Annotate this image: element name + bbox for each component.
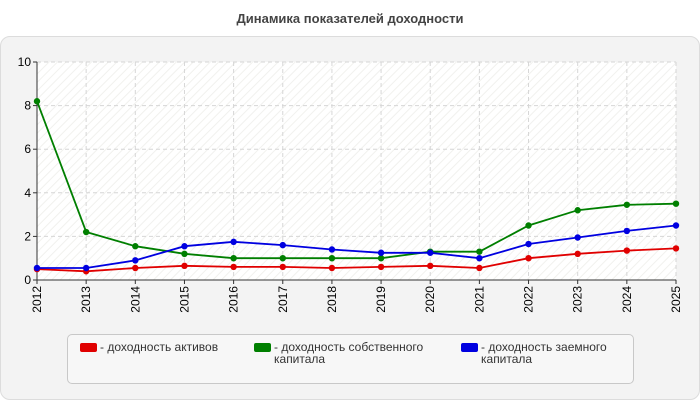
legend-item-debt: - доходность заемного капитала bbox=[461, 341, 629, 365]
data-point bbox=[279, 255, 286, 262]
series-3 bbox=[33, 222, 680, 272]
data-point bbox=[132, 257, 139, 264]
data-point bbox=[672, 222, 680, 229]
data-point bbox=[427, 262, 434, 270]
x-tick-label: 2014 bbox=[128, 286, 142, 313]
data-point bbox=[33, 264, 41, 272]
data-point bbox=[623, 227, 631, 235]
y-tick-label: 10 bbox=[18, 55, 32, 69]
data-point bbox=[328, 246, 336, 253]
data-point bbox=[82, 228, 90, 236]
data-point bbox=[230, 255, 237, 262]
legend-label-debt: - доходность заемного капитала bbox=[481, 340, 607, 366]
x-tick-label: 2022 bbox=[522, 286, 536, 313]
chart-legend: - доходность активов - доходность собств… bbox=[67, 334, 634, 384]
x-tick-label: 2015 bbox=[177, 286, 191, 313]
legend-label-equity: - доходность собственного капитала bbox=[274, 340, 424, 366]
data-point bbox=[33, 98, 41, 105]
legend-swatch-debt bbox=[461, 343, 478, 352]
x-tick-label: 2018 bbox=[325, 286, 339, 313]
data-point bbox=[230, 263, 237, 271]
x-tick-label: 2019 bbox=[374, 286, 388, 313]
legend-item-assets: - доходность активов bbox=[80, 341, 250, 353]
data-point bbox=[476, 264, 483, 272]
data-point bbox=[574, 250, 581, 258]
series-1 bbox=[33, 245, 680, 275]
data-point bbox=[82, 264, 90, 272]
x-tick-label: 2025 bbox=[669, 286, 683, 313]
data-point bbox=[279, 263, 286, 271]
y-tick-label: 2 bbox=[24, 229, 31, 243]
legend-swatch-equity bbox=[254, 343, 271, 352]
legend-label-assets: - доходность активов bbox=[100, 340, 219, 354]
x-tick-label: 2024 bbox=[620, 286, 634, 313]
data-point bbox=[476, 255, 483, 262]
legend-swatch-assets bbox=[80, 343, 97, 352]
chart-title: Динамика показателей доходности bbox=[236, 11, 464, 26]
legend-item-equity: - доходность собственного капитала bbox=[254, 341, 444, 365]
x-tick-label: 2017 bbox=[276, 286, 290, 313]
series-line bbox=[36, 100, 677, 260]
data-point bbox=[672, 245, 680, 252]
y-tick-label: 6 bbox=[24, 142, 31, 156]
data-point bbox=[377, 255, 385, 262]
data-point bbox=[328, 255, 336, 262]
x-tick-label: 2016 bbox=[227, 286, 241, 313]
data-point bbox=[181, 243, 188, 250]
data-point bbox=[279, 241, 286, 249]
y-tick-label: 4 bbox=[24, 186, 31, 200]
x-tick-label: 2013 bbox=[79, 286, 93, 313]
data-point bbox=[132, 264, 139, 272]
y-tick-label: 8 bbox=[24, 99, 31, 113]
y-tick-label: 0 bbox=[24, 273, 31, 287]
data-point bbox=[623, 247, 631, 254]
x-tick-label: 2020 bbox=[423, 286, 437, 313]
data-point bbox=[377, 249, 385, 256]
x-tick-label: 2012 bbox=[30, 286, 44, 313]
series-line bbox=[37, 224, 677, 269]
data-point bbox=[181, 262, 188, 270]
data-point bbox=[132, 243, 139, 250]
data-point bbox=[230, 238, 237, 246]
data-point bbox=[672, 200, 680, 207]
plot-area bbox=[37, 62, 676, 280]
data-point bbox=[574, 234, 581, 241]
data-point bbox=[427, 249, 434, 256]
data-point bbox=[623, 201, 631, 208]
data-point bbox=[377, 263, 385, 271]
data-point bbox=[181, 250, 188, 258]
series-line bbox=[36, 247, 677, 273]
data-point bbox=[525, 255, 532, 262]
data-point bbox=[525, 222, 532, 229]
x-tick-label: 2021 bbox=[472, 286, 486, 313]
data-point bbox=[525, 240, 532, 248]
x-tick-label: 2023 bbox=[571, 286, 585, 313]
data-point bbox=[476, 248, 483, 255]
data-point bbox=[574, 207, 581, 214]
data-point bbox=[328, 264, 336, 272]
